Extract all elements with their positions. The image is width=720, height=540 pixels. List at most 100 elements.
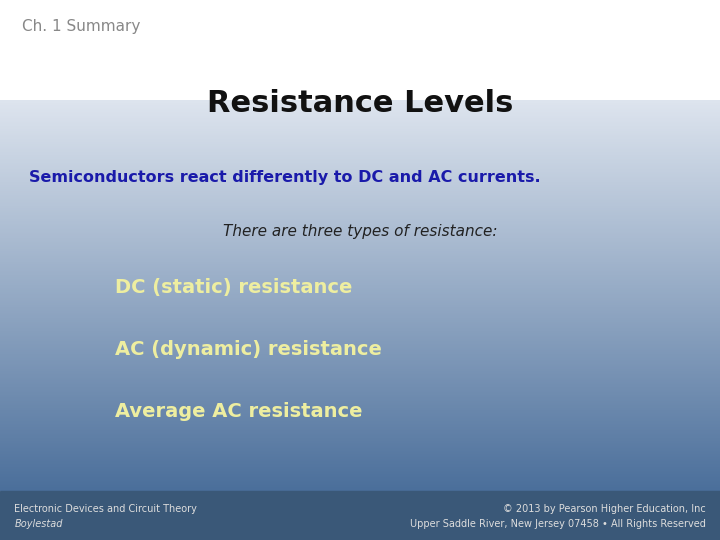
Bar [0, 429, 720, 430]
Text: Boylestad: Boylestad [14, 519, 63, 529]
Bar [0, 470, 720, 472]
Bar [0, 341, 720, 343]
Bar [0, 361, 720, 362]
Bar [0, 319, 720, 320]
Bar [0, 232, 720, 233]
Bar [0, 335, 720, 336]
Bar [0, 394, 720, 395]
Bar [0, 350, 720, 352]
Bar [0, 122, 720, 124]
Bar [0, 206, 720, 207]
Bar [0, 348, 720, 349]
Bar [0, 226, 720, 228]
Bar [0, 352, 720, 353]
Bar [0, 287, 720, 288]
Bar [0, 343, 720, 344]
Bar [0, 148, 720, 150]
Bar [0, 152, 720, 153]
Bar [0, 484, 720, 485]
Bar [0, 229, 720, 231]
Bar [0, 381, 720, 382]
Bar [0, 332, 720, 334]
Bar [0, 292, 720, 293]
Bar [0, 241, 720, 242]
Bar [0, 485, 720, 486]
Bar [0, 247, 720, 248]
Bar [0, 369, 720, 370]
Bar [0, 468, 720, 469]
Bar [0, 441, 720, 442]
Bar [0, 113, 720, 114]
Bar [0, 360, 720, 361]
Bar [0, 101, 720, 103]
Bar [0, 109, 720, 110]
Bar [0, 146, 720, 147]
Bar [0, 208, 720, 210]
Bar [0, 489, 720, 490]
Bar [0, 219, 720, 220]
Bar [0, 392, 720, 394]
Bar [0, 416, 720, 417]
Bar [0, 328, 720, 329]
Bar [0, 242, 720, 244]
Bar [0, 310, 720, 311]
Bar [0, 165, 720, 166]
Bar [0, 477, 720, 478]
Bar [0, 326, 720, 327]
Bar [0, 184, 720, 185]
Bar [0, 198, 720, 199]
Text: Upper Saddle River, New Jersey 07458 • All Rights Reserved: Upper Saddle River, New Jersey 07458 • A… [410, 519, 706, 529]
Bar [0, 442, 720, 443]
Bar [0, 297, 720, 298]
Bar [0, 200, 720, 202]
Bar [0, 291, 720, 292]
Bar [0, 334, 720, 335]
Bar [0, 461, 720, 463]
Bar [0, 147, 720, 148]
Bar [0, 224, 720, 225]
Bar [0, 448, 720, 450]
Bar [0, 464, 720, 465]
Bar [0, 173, 720, 174]
Bar [0, 156, 720, 157]
Bar [0, 460, 720, 461]
Bar [0, 121, 720, 122]
Bar [0, 486, 720, 488]
Bar [0, 157, 720, 159]
Bar [0, 322, 720, 323]
Bar [0, 166, 720, 168]
Bar [0, 112, 720, 113]
Bar [0, 181, 720, 182]
Bar [0, 228, 720, 229]
Bar [0, 404, 720, 405]
Bar [0, 467, 720, 468]
Bar [0, 378, 720, 379]
Bar [0, 331, 720, 332]
Bar [0, 396, 720, 397]
Bar [0, 309, 720, 310]
Bar [0, 472, 720, 473]
Bar [0, 272, 720, 273]
Bar [0, 409, 720, 410]
Bar [0, 280, 720, 281]
Bar [0, 375, 720, 376]
Bar [0, 258, 720, 259]
Bar [0, 119, 720, 121]
Bar [0, 106, 720, 108]
Bar [0, 271, 720, 272]
Bar [0, 211, 720, 212]
Bar [0, 480, 720, 481]
Bar [0, 254, 720, 255]
Bar [0, 137, 720, 138]
Bar [0, 481, 720, 482]
Bar [0, 302, 720, 303]
Bar [0, 191, 720, 193]
Bar [0, 438, 720, 439]
Bar [0, 349, 720, 350]
Bar [0, 418, 720, 420]
Text: AC (dynamic) resistance: AC (dynamic) resistance [115, 340, 382, 359]
Bar [0, 250, 720, 251]
Bar [0, 186, 720, 187]
Bar [0, 126, 720, 127]
Bar [0, 204, 720, 206]
